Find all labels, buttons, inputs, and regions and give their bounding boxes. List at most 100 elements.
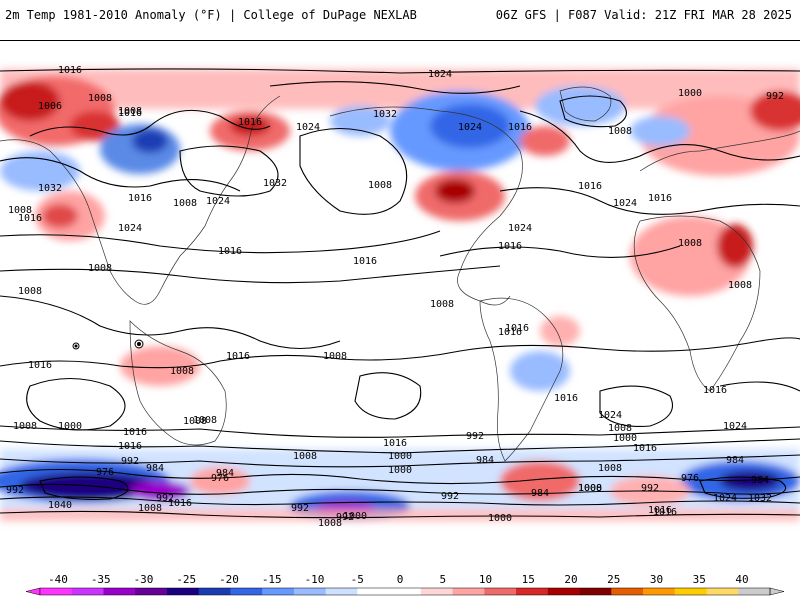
isobar-label: 1024 <box>613 198 637 209</box>
colorbar-swatch <box>643 588 676 595</box>
colorbar-swatch <box>166 588 200 595</box>
isobar-line <box>0 468 800 485</box>
pressure-markers <box>72 339 144 350</box>
low-marker-dot <box>137 342 141 346</box>
colorbar-tick-label: 15 <box>522 573 535 586</box>
low-marker <box>72 342 80 350</box>
isobar-label: 992 <box>766 91 784 102</box>
isobar-label: 1008 <box>138 503 162 514</box>
colorbar-swatch <box>452 588 485 595</box>
colorbar-svg: -40 -35 -30 -25 -20 -15 -10 -5 0 5 10 15 20 25 30 35 40 <box>25 573 785 596</box>
isobar-label: 1016 <box>648 505 672 516</box>
isobar-label: 1000 <box>678 88 702 99</box>
isobar-label: 992 <box>291 503 309 514</box>
isobar-label: 1016 <box>554 393 578 404</box>
isobar-label: 1016 <box>578 181 602 192</box>
isobar-label: 1016 <box>498 327 522 338</box>
colorbar-tick-label: -10 <box>305 573 325 586</box>
isobar-label: 1008 <box>13 421 37 432</box>
header: 2m Temp 1981-2010 Anomaly (°F) | College… <box>0 0 800 30</box>
isobar-label: 976 <box>96 467 114 478</box>
isobar-label: 1008 <box>608 423 632 434</box>
colorbar-tick-label: -20 <box>219 573 239 586</box>
isobar-label: 1008 <box>18 286 42 297</box>
colorbar-tick-label: 25 <box>607 573 620 586</box>
colorbar-tick-label: 30 <box>650 573 663 586</box>
isobar-label: 1032 <box>373 109 397 120</box>
isobar-label: 992 <box>641 483 659 494</box>
colorbar-tick-label: -30 <box>134 573 154 586</box>
isobar-label: 1000 <box>58 421 82 432</box>
isobar-line <box>599 385 674 428</box>
isobar-label: 992 <box>121 456 139 467</box>
isobar-label: 1008 <box>678 238 702 249</box>
isobar-label: 1016 <box>118 108 142 119</box>
colorbar-tick-label: 40 <box>735 573 748 586</box>
isobar-line <box>0 295 341 350</box>
isobar-label: 1016 <box>505 323 529 334</box>
isobar-label: 1006 <box>38 101 62 112</box>
north-america-coast <box>329 106 523 306</box>
isobar-line <box>0 425 800 438</box>
colorbar-swatch <box>230 588 263 595</box>
isobar-label: 1024 <box>296 122 320 133</box>
isobar-line <box>0 510 800 519</box>
isobar-line <box>179 145 279 197</box>
colorbar-swatch <box>71 588 104 595</box>
colorbar-arrow-left <box>25 587 41 596</box>
isobar-label: 1024 <box>458 122 482 133</box>
colorbar-tick-label: 0 <box>397 573 404 586</box>
isobar-label: 1000 <box>388 465 412 476</box>
isobar-label: 1016 <box>653 507 677 518</box>
isobar-label: 1024 <box>723 421 747 432</box>
isobar-line <box>0 454 800 468</box>
isobar-line <box>0 68 800 74</box>
colorbar-swatch <box>579 588 612 595</box>
isobar-label: 1008 <box>598 463 622 474</box>
isobar-label: 1008 <box>578 483 602 494</box>
colorbar-tick-label: 5 <box>439 573 446 586</box>
title-left: 2m Temp 1981-2010 Anomaly (°F) | College… <box>5 8 417 22</box>
isobar-label: 1008 <box>318 518 342 529</box>
isobar-label: 1016 <box>353 256 377 267</box>
low-marker-dot <box>74 344 78 348</box>
colorbar: -40 -35 -30 -25 -20 -15 -10 -5 0 5 10 15 20 25 30 35 40 <box>0 570 800 600</box>
isobar-label: 984 <box>751 475 769 486</box>
isobar-label: 1032 <box>263 178 287 189</box>
isobar-line <box>559 95 627 128</box>
europe-coast <box>639 130 800 172</box>
isobar-label: 1024 <box>598 410 622 421</box>
isobar-label: 984 <box>726 455 744 466</box>
australia-coast <box>129 320 227 446</box>
colorbar-swatch <box>706 588 739 595</box>
isobar-label: 1008 <box>323 351 347 362</box>
isobar-label: 1016 <box>226 351 250 362</box>
isobar-label: 984 <box>476 455 494 466</box>
title-right: 06Z GFS | F087 Valid: 21Z FRI MAR 28 202… <box>495 8 792 22</box>
isobar-label: 1000 <box>613 433 637 444</box>
isobar-label: 984 <box>531 488 549 499</box>
isobar-label: 1016 <box>28 360 52 371</box>
isobar-line <box>0 496 800 506</box>
isobar-labels: 1016 1024 1008 992 1006 1016 1008 1016 1024 1032 1… <box>6 65 784 529</box>
isobar-line <box>299 127 408 215</box>
isobar-label: 1008 <box>293 451 317 462</box>
isobar-label: 1000 <box>388 451 412 462</box>
isobar-label: 1032 <box>748 493 772 504</box>
isobar-line <box>719 381 800 392</box>
colorbar-swatch <box>611 588 644 595</box>
isobar-label: 1016 <box>498 241 522 252</box>
isobar-line <box>0 157 241 192</box>
isobar-label: 1016 <box>703 385 727 396</box>
asia-coast <box>0 95 281 305</box>
isobar-label: 1008 <box>193 415 217 426</box>
isobar-label: 1016 <box>238 117 262 128</box>
colorbar-swatch <box>293 588 327 595</box>
isobar-label: 1016 <box>123 427 147 438</box>
isobar-label: 992 <box>6 485 24 496</box>
anomaly-shading <box>0 69 800 521</box>
isobar-lines <box>0 68 800 519</box>
low-marker <box>134 339 144 349</box>
colorbar-swatch <box>40 588 73 595</box>
isobar-line <box>0 337 800 369</box>
